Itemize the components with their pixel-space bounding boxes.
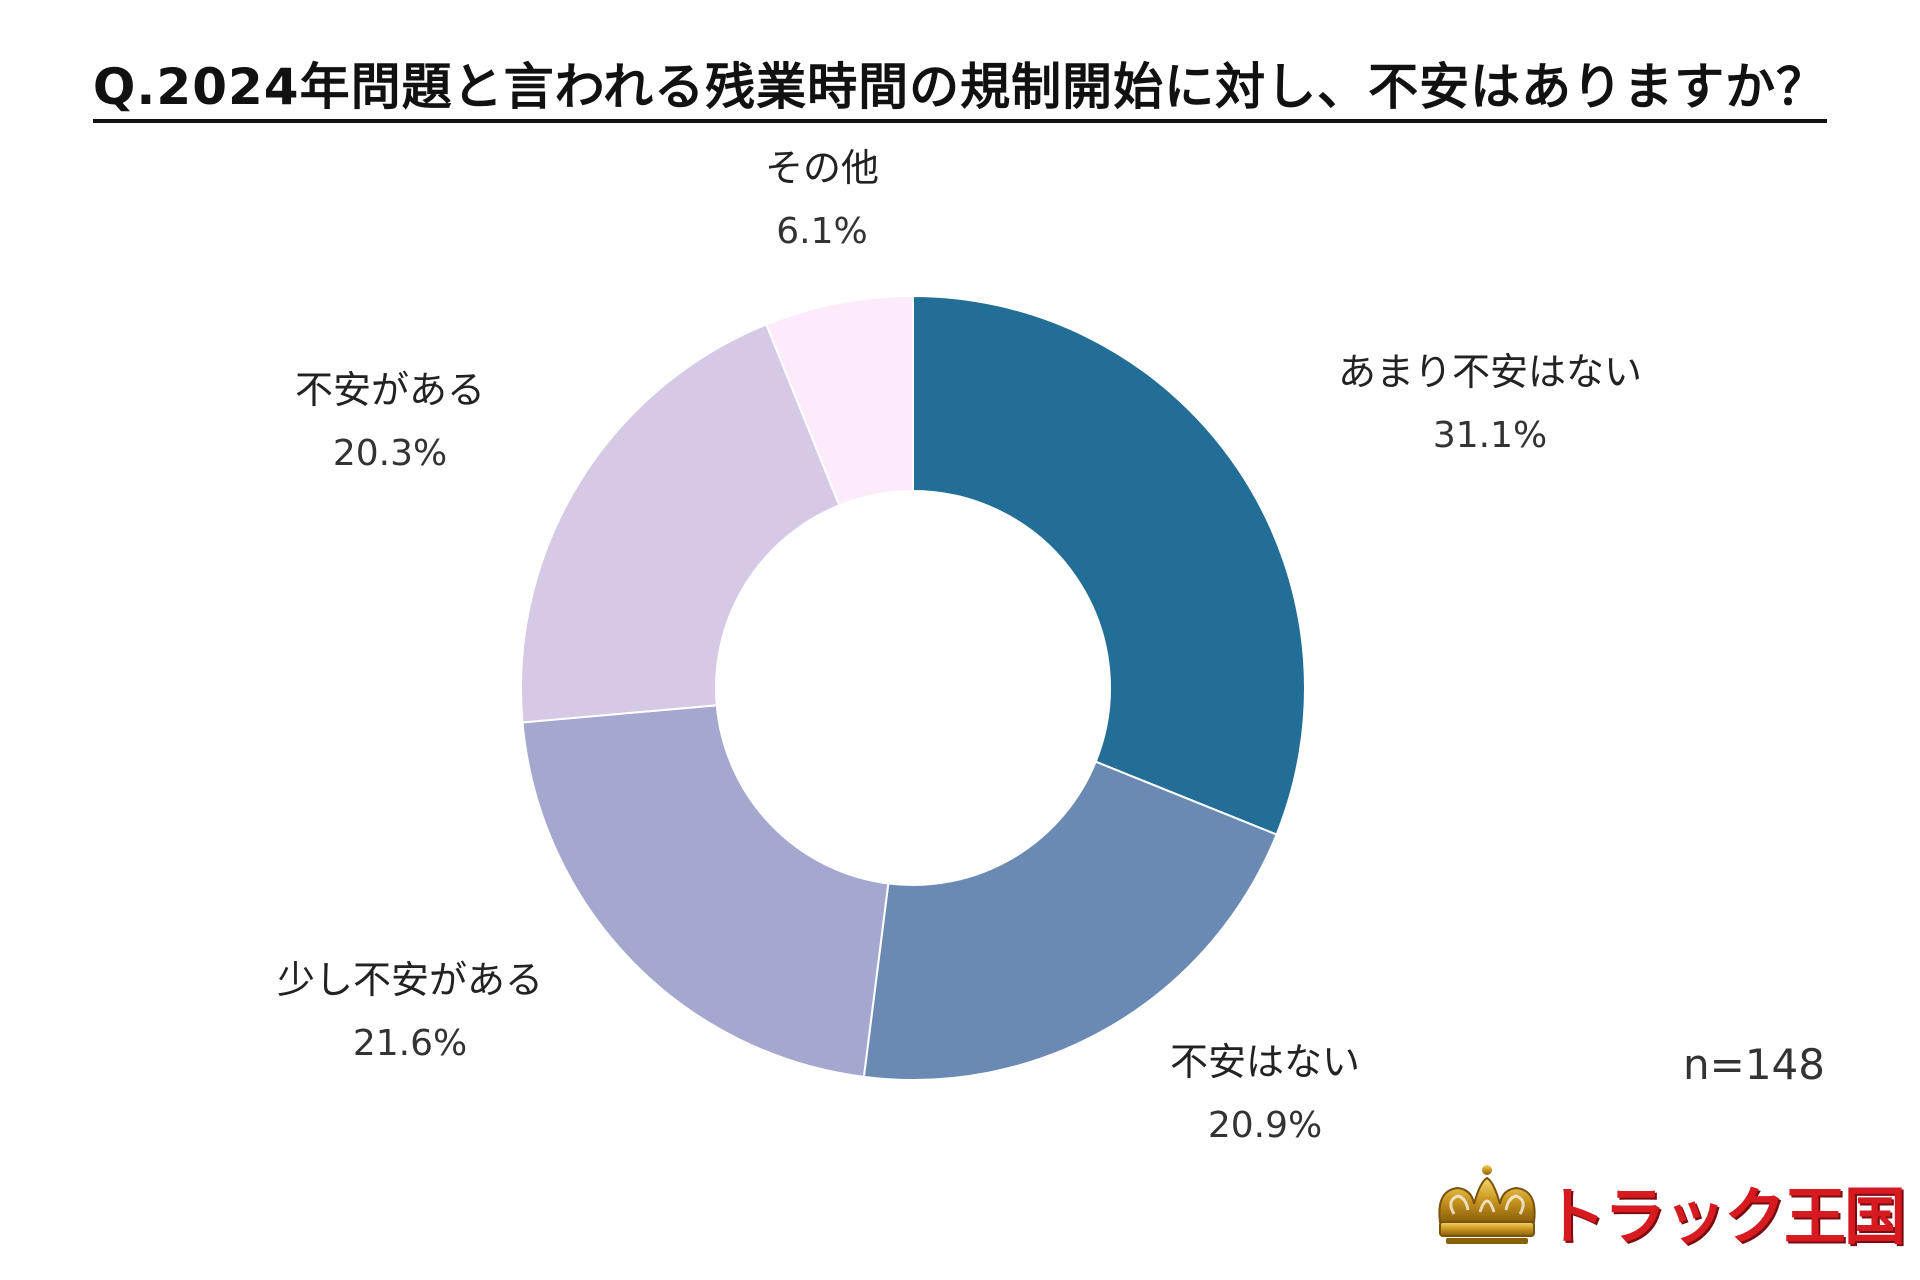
- chart-title-text: Q.2024年問題と言われる残業時間の規制開始に対し、不安はありますか？: [92, 58, 1828, 123]
- slice-value-label: 21.6%: [353, 1023, 467, 1064]
- slice-label: 不安はない: [1170, 1040, 1360, 1084]
- logo-text: トラック王国: [1544, 1180, 1906, 1253]
- slice-value-label: 20.3%: [333, 433, 447, 474]
- sample-size: n=148: [1683, 1040, 1825, 1089]
- chart-title: Q.2024年問題と言われる残業時間の規制開始に対し、不安はありますか？: [0, 58, 1920, 123]
- crown-icon: [1438, 1165, 1536, 1244]
- logo: トラック王国: [1432, 1160, 1906, 1253]
- donut-slices: [520, 294, 1306, 1081]
- donut-slice: [862, 760, 1278, 1081]
- donut-slice: [765, 294, 914, 507]
- donut-slice: [912, 294, 1306, 836]
- slice-value-label: 6.1%: [776, 211, 867, 252]
- slice-label: あまり不安はない: [1338, 350, 1642, 394]
- slice-value-label: 31.1%: [1433, 415, 1547, 456]
- slice-value-label: 20.9%: [1208, 1105, 1322, 1146]
- donut-slice: [521, 704, 890, 1079]
- slice-label: その他: [765, 146, 879, 190]
- donut-slice: [520, 323, 841, 724]
- slice-labels: あまり不安はない 31.1% 不安はない 20.9% 少し不安がある 21.6% 不安がある…: [277, 146, 1642, 1146]
- slice-label: 不安がある: [295, 368, 485, 412]
- slice-label: 少し不安がある: [277, 958, 543, 1002]
